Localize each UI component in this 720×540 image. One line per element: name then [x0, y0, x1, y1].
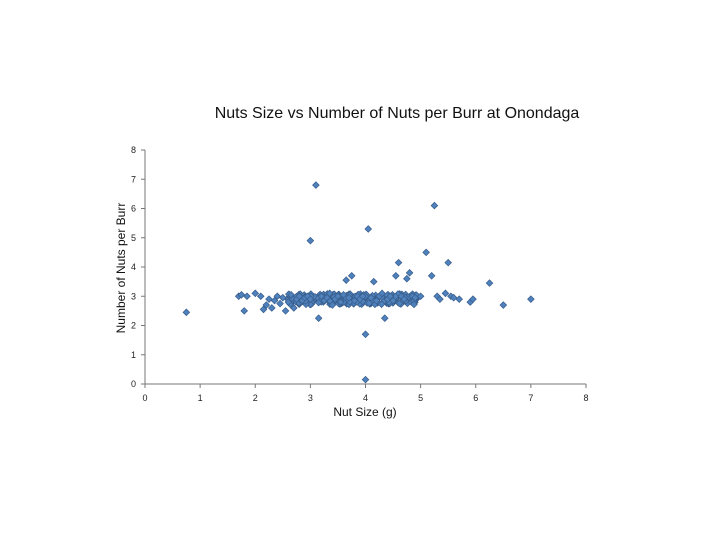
- data-point: [392, 271, 400, 280]
- data-point: [416, 292, 425, 301]
- data-point: [251, 289, 260, 298]
- x-tick-label: 6: [473, 393, 478, 403]
- data-point: [262, 301, 271, 309]
- data-point: [378, 289, 386, 298]
- data-point: [444, 258, 452, 267]
- data-point: [287, 290, 295, 299]
- data-point: [284, 298, 293, 306]
- data-point: [295, 292, 304, 301]
- data-point: [339, 290, 348, 299]
- data-point: [347, 271, 356, 280]
- y-tick-label: 0: [131, 379, 136, 389]
- data-point: [336, 298, 345, 306]
- data-point: [436, 295, 444, 303]
- data-point: [369, 277, 378, 286]
- data-point: [259, 305, 268, 314]
- data-point: [240, 307, 249, 315]
- data-point: [455, 295, 464, 303]
- data-point: [386, 292, 395, 301]
- y-tick-label: 2: [131, 321, 136, 331]
- y-tick-label: 7: [131, 174, 136, 184]
- data-point: [273, 292, 282, 301]
- data-point: [317, 292, 326, 301]
- y-tick-label: 6: [131, 204, 136, 214]
- data-point-cluster: [395, 299, 404, 308]
- data-point-cluster: [365, 299, 373, 307]
- data-point: [182, 308, 191, 317]
- data-point: [328, 301, 337, 309]
- data-point: [276, 299, 284, 308]
- data-point: [256, 292, 265, 301]
- data-point: [323, 293, 331, 302]
- data-point: [342, 276, 351, 284]
- x-tick-label: 5: [418, 393, 423, 403]
- data-point: [290, 304, 298, 312]
- data-point: [367, 293, 375, 302]
- data-point: [372, 296, 381, 305]
- data-point: [364, 225, 373, 233]
- data-point: [361, 375, 370, 384]
- data-point: [485, 279, 494, 287]
- x-tick-label: 4: [363, 393, 368, 403]
- data-point-cluster: [314, 298, 323, 307]
- x-tick-label: 2: [253, 393, 258, 403]
- axes: 0 1 2 3 4 5 6 7 8 0 1 2 3 4 5 6 7 8: [131, 145, 589, 403]
- y-tick-label: 8: [131, 145, 136, 155]
- data-point: [312, 181, 320, 189]
- data-point: [243, 292, 251, 301]
- data-point: [449, 293, 458, 302]
- data-point: [325, 289, 334, 298]
- y-tick-label: 4: [131, 262, 136, 272]
- data-point: [430, 201, 439, 210]
- data-point: [403, 274, 411, 283]
- x-tick-label: 7: [528, 393, 533, 403]
- y-tick-label: 5: [131, 233, 136, 243]
- x-tick-label: 0: [142, 393, 147, 403]
- y-axis-title: Number of Nuts per Burr: [114, 203, 128, 334]
- data-point: [394, 258, 403, 267]
- data-point: [237, 290, 246, 299]
- data-points: [182, 181, 535, 384]
- data-point: [441, 289, 450, 298]
- x-tick-label: 3: [308, 393, 313, 403]
- data-point: [400, 295, 408, 303]
- data-point: [358, 292, 367, 301]
- data-point: [405, 269, 414, 277]
- data-point: [270, 296, 279, 305]
- data-point: [267, 304, 276, 312]
- y-tick-label: 3: [131, 291, 136, 301]
- x-axis-title: Nut Size (g): [333, 405, 396, 419]
- data-point: [265, 295, 273, 303]
- data-point: [306, 295, 315, 303]
- data-point: [314, 314, 323, 322]
- data-point: [279, 293, 287, 302]
- data-point: [427, 271, 436, 280]
- data-point: [499, 301, 508, 309]
- data-point: [389, 296, 397, 305]
- data-point: [380, 314, 389, 322]
- x-tick-label: 8: [583, 393, 588, 403]
- chart-title: Nuts Size vs Number of Nuts per Burr at …: [215, 105, 580, 122]
- data-point: [422, 248, 430, 257]
- data-point-cluster: [410, 300, 418, 309]
- data-point: [361, 330, 370, 339]
- x-tick-label: 1: [198, 393, 203, 403]
- data-point: [281, 307, 290, 315]
- data-point: [345, 293, 353, 302]
- y-tick-label: 1: [131, 350, 136, 360]
- data-point: [469, 295, 477, 303]
- data-point: [306, 236, 315, 245]
- data-point: [527, 295, 535, 303]
